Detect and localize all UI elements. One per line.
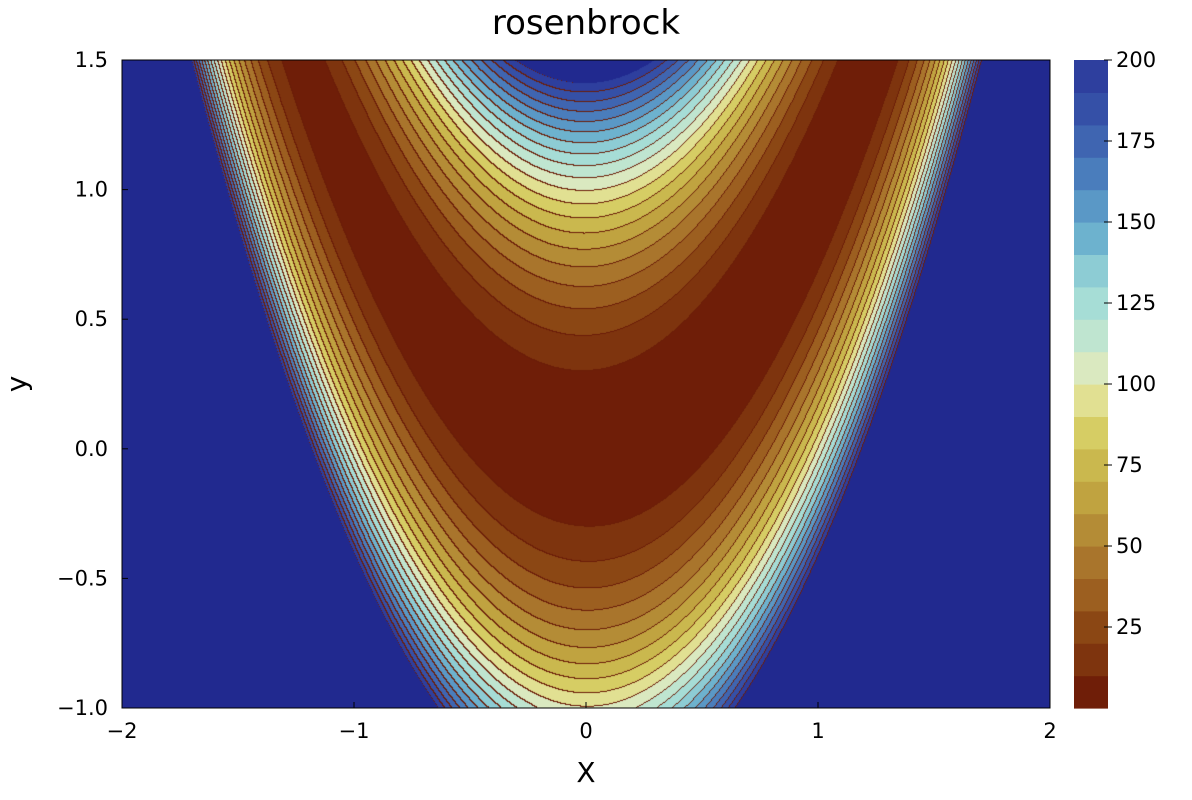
y-axis-label: y bbox=[0, 376, 33, 393]
x-tick-label: −1 bbox=[339, 719, 370, 743]
colorbar-segment bbox=[1074, 189, 1108, 223]
colorbar-segment bbox=[1074, 351, 1108, 385]
colorbar-segment bbox=[1074, 254, 1108, 288]
colorbar-tick-label: 75 bbox=[1116, 453, 1143, 477]
colorbar-segment bbox=[1074, 448, 1108, 482]
colorbar-segment bbox=[1074, 92, 1108, 126]
colorbar-segment bbox=[1074, 60, 1108, 93]
colorbar-segment bbox=[1074, 513, 1108, 547]
chart-title: rosenbrock bbox=[492, 3, 681, 43]
x-tick-label: 0 bbox=[579, 719, 592, 743]
colorbar-tick-label: 200 bbox=[1116, 48, 1156, 72]
colorbar-tick-label: 25 bbox=[1116, 615, 1143, 639]
y-tick-label: −0.5 bbox=[57, 566, 108, 590]
colorbar-tick-label: 125 bbox=[1116, 291, 1156, 315]
y-tick-label: −1.0 bbox=[57, 696, 108, 720]
colorbar-segment bbox=[1074, 643, 1108, 677]
colorbar-segment bbox=[1074, 481, 1108, 515]
colorbar-segment bbox=[1074, 384, 1108, 417]
x-tick-label: −2 bbox=[107, 719, 138, 743]
y-axis: −1.0 −0.5 0.0 0.5 1.0 1.5 bbox=[57, 48, 128, 720]
colorbar-segment bbox=[1074, 416, 1108, 450]
colorbar-segment bbox=[1074, 286, 1108, 320]
colorbar-segment bbox=[1074, 124, 1108, 158]
colorbar-ticks: 25 50 75 100 125 150 175 200 bbox=[1104, 48, 1156, 639]
y-tick-label: 1.0 bbox=[75, 178, 108, 202]
x-axis-label: X bbox=[576, 756, 595, 789]
colorbar bbox=[1074, 60, 1108, 709]
x-tick-label: 1 bbox=[811, 719, 824, 743]
colorbar-segment bbox=[1074, 675, 1108, 709]
y-tick-label: 1.5 bbox=[75, 48, 108, 72]
y-tick-label: 0.5 bbox=[75, 307, 108, 331]
colorbar-segment bbox=[1074, 222, 1108, 255]
colorbar-tick-label: 50 bbox=[1116, 534, 1143, 558]
colorbar-segment bbox=[1074, 610, 1108, 644]
plot-area bbox=[121, 59, 1051, 709]
colorbar-segment bbox=[1074, 319, 1108, 353]
x-tick-label: 2 bbox=[1043, 719, 1056, 743]
colorbar-tick-label: 100 bbox=[1116, 372, 1156, 396]
colorbar-tick-label: 175 bbox=[1116, 129, 1156, 153]
colorbar-segment bbox=[1074, 157, 1108, 191]
colorbar-segment bbox=[1074, 578, 1108, 612]
contour-fill bbox=[122, 60, 1050, 708]
colorbar-tick-label: 150 bbox=[1116, 210, 1156, 234]
x-axis: −2 −1 0 1 2 bbox=[107, 702, 1057, 743]
colorbar-segment bbox=[1074, 546, 1108, 579]
y-tick-label: 0.0 bbox=[75, 437, 108, 461]
